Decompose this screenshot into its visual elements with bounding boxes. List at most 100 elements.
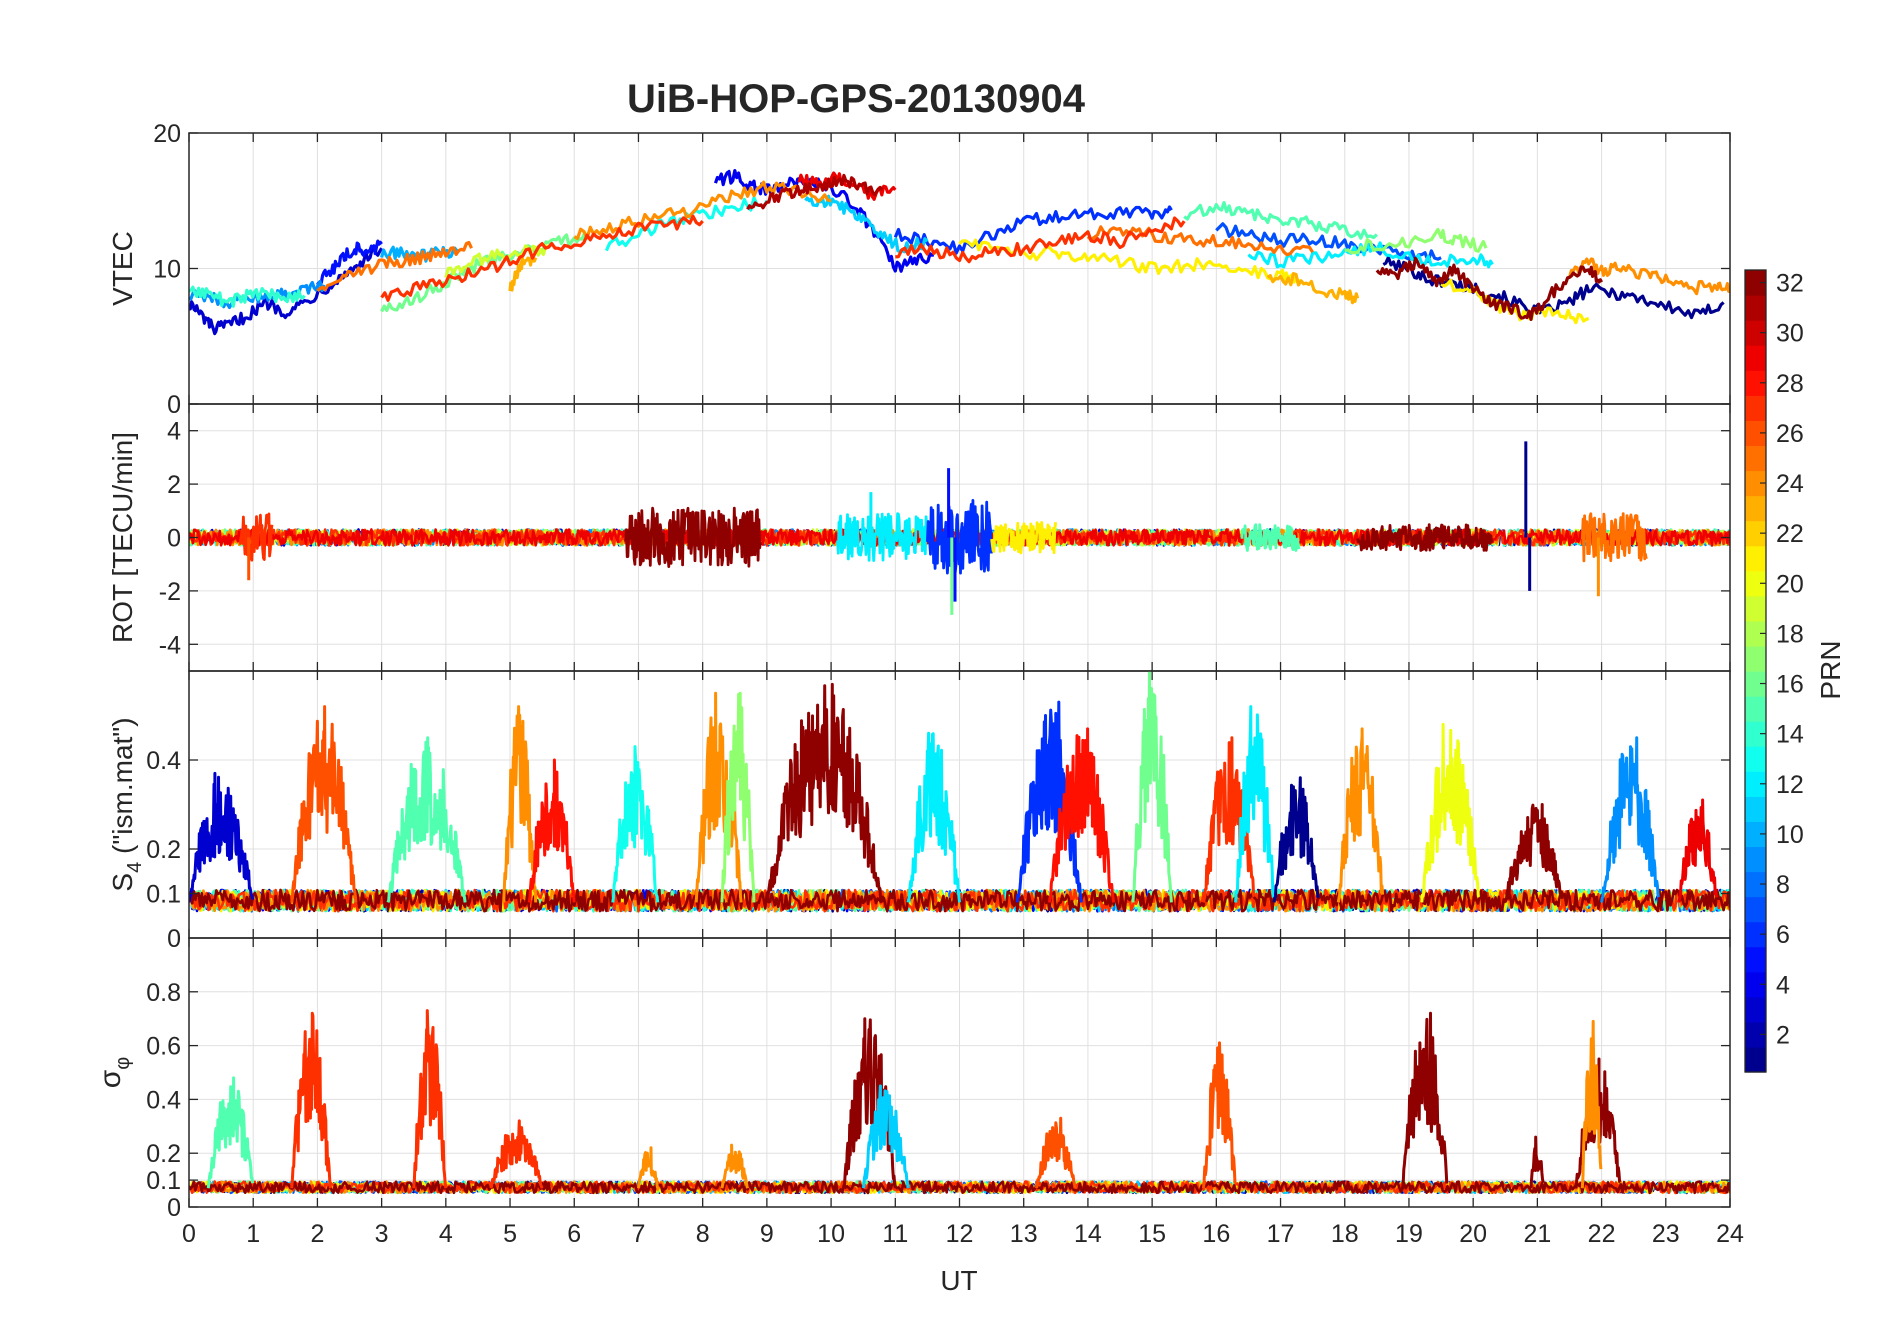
colorbar-cell-7 (1745, 896, 1766, 923)
colorbar-cell-26 (1745, 420, 1766, 447)
colorbar-cell-23 (1745, 495, 1766, 522)
x-axis: 0 1 2 3 4 5 6 7 8 9 10 11 12 13 14 15 16 17 18 19 20 21 22 23 24 (182, 1220, 1744, 1248)
y-axis-label: σφ (94, 1057, 134, 1089)
y-axis-label: VTEC (107, 231, 138, 306)
vtec-series-prn-27 (895, 216, 1186, 264)
y-tick-label: 0 (167, 525, 181, 553)
colorbar-tick-label: 24 (1776, 470, 1804, 498)
burst-prn-12 (1234, 705, 1275, 903)
vtec-series-prn-14 (189, 285, 306, 308)
x-axis-label: UT (940, 1265, 977, 1296)
x-tick-label: 12 (946, 1220, 974, 1248)
burst-prn-24 (720, 1143, 750, 1189)
burst-prn-15 (206, 1076, 255, 1189)
y-axis-label-main: S (107, 873, 138, 892)
colorbar-cell-15 (1745, 696, 1766, 722)
rot-burst-prn-21 (990, 521, 1057, 555)
vtec-series-prn-31 (746, 173, 884, 211)
burst-prn-1 (1272, 776, 1320, 903)
panel-data (189, 1009, 1730, 1195)
burst-prn-15 (386, 736, 467, 903)
burst-prn-12 (906, 731, 961, 903)
burst-prn-27 (412, 1009, 448, 1189)
x-tick-label: 20 (1459, 1220, 1487, 1248)
colorbar-cell-19 (1745, 595, 1766, 622)
x-tick-label: 18 (1331, 1220, 1359, 1248)
vtec-series-prn-4 (713, 169, 935, 273)
panel-data (189, 671, 1730, 913)
y-tick-label: 0.1 (146, 881, 181, 909)
burst-prn-26 (290, 705, 358, 903)
x-tick-label: 4 (439, 1220, 453, 1248)
x-tick-label: 19 (1395, 1220, 1423, 1248)
colorbar-label: PRN (1815, 640, 1846, 699)
x-tick-label: 21 (1523, 1220, 1551, 1248)
colorbar-tick-label: 10 (1776, 821, 1804, 849)
y-tick-label: 20 (153, 120, 181, 148)
y-axis-label-sub: 4 (124, 862, 146, 873)
panel-3: 0.1 0.2 0.4 0 S4 ("ism.mat") (107, 670, 1731, 953)
burst-prn-24 (1336, 727, 1385, 903)
burst-prn-11 (861, 1084, 910, 1189)
y-tick-label: 0.4 (146, 747, 181, 775)
colorbar-tick-label: 20 (1776, 570, 1804, 598)
y-tick-label: 0.8 (146, 979, 181, 1007)
rot-burst-prn-15 (1240, 523, 1301, 552)
y-tick-label: -2 (159, 578, 181, 606)
burst-prn-17 (720, 691, 756, 903)
x-tick-label: 24 (1716, 1220, 1744, 1248)
colorbar-cell-17 (1745, 645, 1766, 672)
vtec-series-prn-25 (316, 240, 473, 293)
colorbar-cell-13 (1745, 746, 1766, 772)
vtec-series-prn-17 (1344, 227, 1488, 255)
panel-data (189, 441, 1730, 615)
x-tick-label: 16 (1202, 1220, 1230, 1248)
y-tick-label: 0 (167, 1194, 181, 1222)
y-tick-label: 0.2 (146, 836, 181, 864)
panel-1: 0 10 20 VTEC (107, 120, 1731, 419)
colorbar-cell-18 (1745, 620, 1766, 647)
x-tick-label: 15 (1138, 1220, 1166, 1248)
burst-prn-27 (1202, 736, 1256, 903)
vtec-series-prn-25 (1086, 225, 1314, 257)
colorbar-tick-label: 30 (1776, 320, 1804, 348)
panel-4: 00.10.2 0.4 0.6 0.8 σφ (94, 937, 1731, 1222)
x-tick-label: 14 (1074, 1220, 1102, 1248)
colorbar-cell-21 (1745, 545, 1766, 572)
burst-prn-16 (1131, 671, 1173, 903)
colorbar-tick-label: 16 (1776, 671, 1804, 699)
rot-burst-prn-25 (1580, 512, 1648, 563)
colorbar-tick-label: 14 (1776, 721, 1804, 749)
colorbar-tick-label: 28 (1776, 370, 1804, 398)
colorbar-cell-11 (1745, 796, 1766, 822)
burst-prn-32 (765, 682, 884, 903)
colorbar-cell-6 (1745, 921, 1766, 948)
colorbar-cell-29 (1745, 345, 1766, 371)
burst-prn-28 (527, 758, 576, 903)
rot-burst-prn-27 (239, 512, 274, 562)
colorbar-cell-1 (1745, 1046, 1766, 1073)
y-axis-label: S4 ("ism.mat") (107, 717, 146, 891)
colorbar-tick-label: 18 (1776, 620, 1804, 648)
x-tick-label: 11 (882, 1220, 908, 1248)
burst-prn-24 (1580, 1019, 1603, 1189)
burst-prn-26 (1035, 1116, 1077, 1189)
burst-prn-3 (189, 771, 255, 903)
vtec-series-prn-5 (316, 239, 383, 286)
burst-prn-13 (611, 745, 660, 903)
panel-data (189, 169, 1730, 336)
y-tick-label: 4 (167, 418, 181, 446)
x-tick-label: 22 (1588, 1220, 1616, 1248)
vtec-series-prn-23 (508, 254, 538, 292)
colorbar-cell-27 (1745, 395, 1766, 421)
burst-prn-6 (1015, 700, 1083, 903)
vtec-series-prn-15 (1183, 201, 1378, 240)
colorbar-cell-5 (1745, 946, 1766, 973)
colorbar-cell-30 (1745, 320, 1766, 346)
burst-prn-29 (1677, 798, 1718, 903)
x-tick-label: 23 (1652, 1220, 1680, 1248)
vtec-series-prn-6 (893, 205, 1173, 255)
y-axis-label: ROT [TECU/min] (107, 432, 138, 643)
